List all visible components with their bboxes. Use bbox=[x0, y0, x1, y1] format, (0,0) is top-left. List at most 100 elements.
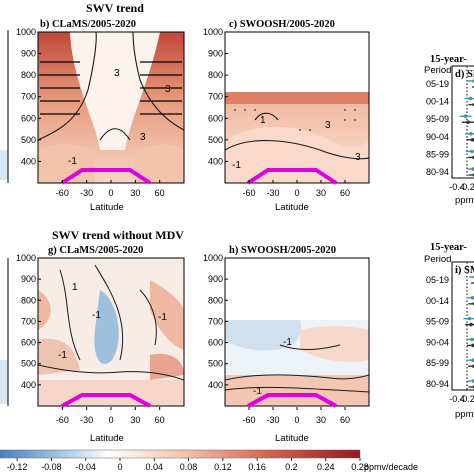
y-tick-label: 500 bbox=[21, 135, 36, 145]
colorbar-tick-label: 0.16 bbox=[248, 462, 266, 472]
x-tick-label: 60 bbox=[155, 415, 165, 425]
x-tick-label: 0 bbox=[108, 415, 113, 425]
x-tick-label: 0 bbox=[108, 188, 113, 198]
panel-d-ylabel: Period bbox=[424, 65, 451, 76]
x-tick-label: -60 bbox=[242, 188, 255, 198]
sms-point bbox=[471, 358, 474, 362]
sms-point bbox=[468, 96, 473, 101]
svg-text:-1: -1 bbox=[253, 386, 262, 397]
row-title-top: SWV trend bbox=[86, 1, 144, 15]
y-tick-label: 800 bbox=[21, 295, 36, 305]
colorbar-tick-label: -0.12 bbox=[7, 462, 28, 472]
left-cutoff-panels bbox=[0, 30, 9, 406]
y-tick-label: 900 bbox=[208, 49, 223, 59]
y-tick-label: 1000 bbox=[203, 27, 223, 37]
panel-g-title: g) CLaMS/2005-2020 bbox=[48, 245, 143, 256]
x-tick-label: -30 bbox=[80, 415, 93, 425]
colorbar-tick-label: -0.04 bbox=[75, 462, 96, 472]
panel-i-xlabel: ppmv/deca bbox=[455, 409, 474, 420]
sms-point bbox=[471, 167, 474, 171]
colorbar: -0.12 -0.08 -0.04 0 0.04 0.08 0.12 0.16 0.2 0.24 0… bbox=[0, 449, 418, 472]
x-tick-label: 30 bbox=[316, 415, 326, 425]
x-tick-label: 0 bbox=[294, 188, 299, 198]
svg-text:-1: -1 bbox=[283, 337, 292, 348]
svg-text:-1: -1 bbox=[58, 350, 67, 361]
sms-point bbox=[469, 132, 473, 136]
svg-text:-1: -1 bbox=[92, 310, 101, 321]
y-tick-label: 700 bbox=[21, 316, 36, 326]
period-label: 05-19 bbox=[426, 275, 449, 285]
panel-c-xlabel: Latitude bbox=[275, 202, 309, 213]
y-tick-label: 600 bbox=[208, 338, 223, 348]
x-tick-label: 60 bbox=[340, 415, 350, 425]
y-tick-label: 700 bbox=[21, 92, 36, 102]
sms-point bbox=[467, 316, 472, 321]
x-tick-label: -30 bbox=[80, 188, 93, 198]
period-label: 90-04 bbox=[426, 132, 449, 142]
svg-text:-1: -1 bbox=[158, 312, 167, 323]
panel-c: 1 3 3 -1 c) SWOOSH/2005-2020 Latitude -6… bbox=[203, 19, 370, 213]
svg-text:-1: -1 bbox=[232, 160, 241, 171]
x-tick-label: -30 bbox=[266, 415, 279, 425]
y-tick-label: 600 bbox=[21, 113, 36, 123]
sms-x-tick-label: -0.2 bbox=[459, 182, 474, 192]
x-tick-label: 30 bbox=[130, 188, 140, 198]
x-tick-label: 60 bbox=[340, 188, 350, 198]
period-label: 85-99 bbox=[426, 149, 449, 159]
y-tick-label: 900 bbox=[21, 274, 36, 284]
panel-i-header: 15-year- bbox=[430, 242, 467, 253]
svg-text:3: 3 bbox=[140, 132, 146, 143]
panel-d-header: 15-year- bbox=[430, 54, 467, 65]
sms-point bbox=[470, 337, 474, 342]
svg-text:1: 1 bbox=[72, 282, 78, 293]
x-tick-label: 0 bbox=[294, 415, 299, 425]
panel-b-title: b) CLaMS/2005-2020 bbox=[40, 19, 136, 30]
x-tick-label: -60 bbox=[56, 415, 69, 425]
period-label: 90-04 bbox=[426, 337, 449, 347]
y-tick-label: 800 bbox=[208, 295, 223, 305]
y-tick-label: 800 bbox=[21, 70, 36, 80]
period-label: 00-14 bbox=[426, 97, 449, 107]
sms-point bbox=[471, 343, 474, 348]
sms-x-tick-label: -0.2 bbox=[459, 394, 474, 404]
svg-text:3: 3 bbox=[114, 68, 120, 79]
panel-d: 15-year- Period d) SMS 05-19 00-14 95-09 90… bbox=[424, 54, 474, 206]
period-label: 80-94 bbox=[426, 379, 449, 389]
row-title-bottom: SWV trend without MDV bbox=[52, 228, 184, 242]
panel-g: 1 -1 -1 -1 g) CLaMS/2005-2020 Latitude -… bbox=[16, 245, 185, 444]
y-tick-label: 400 bbox=[208, 156, 223, 166]
svg-text:3: 3 bbox=[325, 120, 331, 131]
sms-point bbox=[470, 149, 474, 154]
y-tick-label: 800 bbox=[208, 70, 223, 80]
panel-h-title: h) SWOOSH/2005-2020 bbox=[229, 245, 336, 256]
panel-i-ylabel: Period bbox=[424, 254, 451, 265]
colorbar-tick-label: 0.04 bbox=[146, 462, 164, 472]
sms-point bbox=[470, 138, 474, 142]
y-tick-label: 1000 bbox=[16, 27, 36, 37]
colorbar-tick-label: 0.24 bbox=[317, 462, 335, 472]
y-tick-label: 900 bbox=[21, 49, 36, 59]
period-label: 95-09 bbox=[426, 317, 449, 327]
y-tick-label: 600 bbox=[21, 338, 36, 348]
y-tick-label: 700 bbox=[208, 316, 223, 326]
y-tick-label: 1000 bbox=[203, 253, 223, 263]
period-label: 00-14 bbox=[426, 296, 449, 306]
colorbar-tick-label: 0.28 bbox=[351, 462, 369, 472]
y-tick-label: 400 bbox=[208, 380, 223, 390]
panel-b-xlabel: Latitude bbox=[90, 202, 124, 213]
svg-text:3: 3 bbox=[165, 84, 171, 95]
x-tick-label: -30 bbox=[266, 188, 279, 198]
svg-text:3: 3 bbox=[355, 152, 361, 163]
panel-c-title: c) SWOOSH/2005-2020 bbox=[229, 19, 335, 30]
y-tick-label: 500 bbox=[208, 359, 223, 369]
y-tick-label: 900 bbox=[208, 274, 223, 284]
period-label: 80-94 bbox=[426, 167, 449, 177]
colorbar-unit: ppmv/decade bbox=[364, 462, 418, 472]
x-tick-label: -60 bbox=[56, 188, 69, 198]
panel-b: 3 3 -1 3 b) CLaMS/2005-2020 Latitude -60… bbox=[16, 19, 185, 213]
x-tick-label: 30 bbox=[316, 188, 326, 198]
panel-g-xlabel: Latitude bbox=[90, 433, 124, 444]
sms-x-tick-label: -0.4 bbox=[449, 394, 465, 404]
x-tick-label: -60 bbox=[242, 415, 255, 425]
x-tick-label: 60 bbox=[155, 188, 165, 198]
